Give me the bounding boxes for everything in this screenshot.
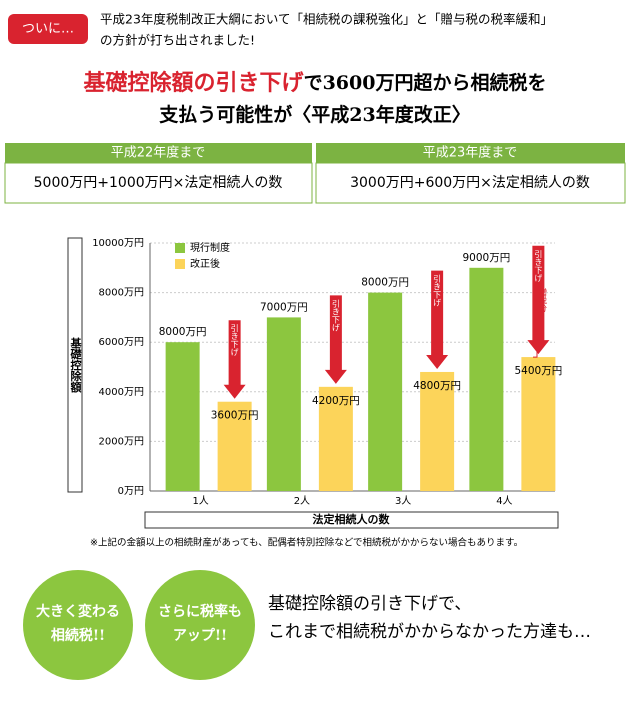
- closing-line: 基礎控除額の引き下げで、: [268, 594, 471, 614]
- table-header: 平成22年度まで: [111, 145, 206, 161]
- badge-bg: [8, 14, 88, 44]
- bar: [217, 401, 252, 491]
- y-tick-label: 8000万円: [99, 288, 144, 299]
- value-label: 4800万円: [413, 380, 461, 392]
- y-tick-label: 6000万円: [99, 337, 144, 348]
- value-label: 5400万円: [515, 365, 563, 377]
- y-tick-label: 4000万円: [99, 387, 144, 398]
- x-label-box: [144, 511, 559, 529]
- value-label: 4200万円: [312, 395, 360, 407]
- bar-annotation: 8000万円: [159, 326, 207, 338]
- circle-text: さらに税率も: [158, 603, 242, 620]
- legend-label: 改正後: [190, 257, 220, 270]
- bar: [521, 357, 556, 491]
- arrow: [324, 295, 347, 384]
- y-axis-label: 基礎控除額: [69, 336, 83, 393]
- closing-line: これまで相続税がかからなかった方達も…: [268, 622, 591, 642]
- circle-text: アップ!!: [173, 628, 227, 644]
- bar-annotation: 8000万円: [361, 277, 409, 289]
- arrow-label: 引き下げ: [433, 275, 442, 307]
- badge-circle: [23, 570, 133, 680]
- arrow-label: 引き下げ: [331, 299, 340, 331]
- bar: [469, 267, 504, 491]
- bar: [165, 342, 200, 491]
- legend-swatch: [175, 259, 185, 269]
- value-label: 3600万円: [211, 410, 259, 422]
- legend-label: 現行制度: [190, 241, 230, 254]
- x-tick-label: 1人: [192, 495, 208, 507]
- bar: [368, 292, 403, 491]
- x-axis-label: 法定相続人の数: [313, 512, 391, 526]
- circle-text: 相続税!!: [51, 627, 105, 644]
- table-cell: [4, 162, 313, 204]
- headline-line: 支払う可能性が〈平成23年度改正〉: [158, 103, 470, 126]
- table-cell: [315, 162, 626, 204]
- x-tick-label: 4人: [496, 495, 512, 507]
- x-tick-label: 3人: [395, 495, 411, 507]
- circle-text: 大きく変わる: [36, 603, 120, 620]
- table-header: 平成23年度まで: [423, 145, 518, 161]
- y-tick-label: 2000万円: [99, 436, 144, 447]
- headline-rest: で3600万円超から相続税を: [304, 71, 547, 94]
- legend-swatch: [175, 243, 185, 253]
- badge: ついに…: [22, 22, 74, 37]
- headline-emphasis: 基礎控除額の引き下げ: [84, 70, 305, 96]
- table-cell-text: 5000万円+1000万円×法定相続人の数: [34, 174, 283, 191]
- arrow: [426, 270, 449, 369]
- arrow-label: 引き下げ: [230, 324, 239, 356]
- headline: 基礎控除額の引き下げで3600万円超から相続税を: [84, 70, 547, 96]
- bar: [420, 371, 455, 491]
- arrow-label: 引き下げ: [534, 250, 543, 282]
- intro-line: の方針が打ち出されました!: [100, 33, 255, 48]
- bar-annotation: 7000万円: [260, 301, 308, 313]
- y-label-box: [67, 237, 83, 493]
- table-header-bg: [5, 143, 312, 163]
- bar-annotation: 9000万円: [463, 252, 511, 264]
- bar: [266, 317, 301, 491]
- bar: [318, 386, 353, 491]
- footnote: ※上記の金額以上の相続財産があっても、配偶者特別控除などで相続税がかからない場合…: [90, 537, 523, 549]
- x-tick-label: 2人: [294, 495, 310, 507]
- bracket-label: 増税分: [539, 287, 548, 313]
- arrow: [223, 320, 246, 399]
- arrow: [527, 245, 550, 355]
- badge-circle: [145, 570, 255, 680]
- table-cell-text: 3000万円+600万円×法定相続人の数: [350, 174, 590, 191]
- bracket: [533, 267, 538, 358]
- y-tick-label: 10000万円: [92, 238, 144, 249]
- y-tick-label: 0万円: [118, 486, 144, 497]
- table-header-bg: [316, 143, 625, 163]
- intro-line: 平成23年度税制改正大綱において「相続税の課税強化」と「贈与税の税率緩和」: [100, 12, 553, 27]
